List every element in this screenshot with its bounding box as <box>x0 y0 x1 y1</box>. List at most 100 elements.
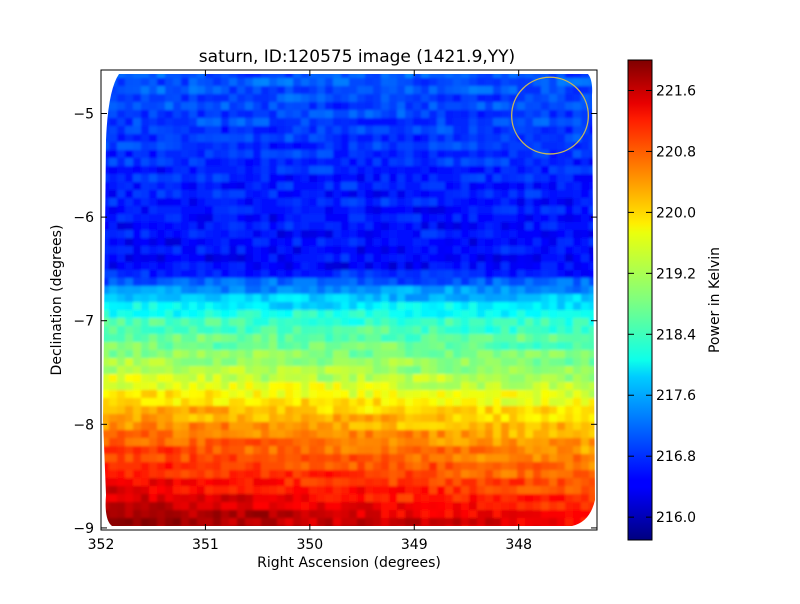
heatmap-cell <box>533 78 542 87</box>
heatmap-cell <box>349 206 358 215</box>
heatmap-cell <box>381 150 390 159</box>
heatmap-cell <box>277 374 286 383</box>
heatmap-cell <box>437 158 446 167</box>
heatmap-cell <box>437 518 446 526</box>
heatmap-cell <box>125 118 134 127</box>
heatmap-cell <box>285 78 294 87</box>
heatmap-cell <box>221 150 230 159</box>
heatmap-cell <box>277 262 286 271</box>
heatmap-cell <box>517 342 526 351</box>
heatmap-cell <box>341 334 350 343</box>
heatmap-cell <box>301 238 310 247</box>
heatmap-cell <box>237 102 246 111</box>
heatmap-cell <box>581 230 590 239</box>
heatmap-cell <box>437 182 446 191</box>
heatmap-cell <box>341 230 350 239</box>
heatmap-cell <box>149 118 158 127</box>
heatmap-cell <box>357 350 366 359</box>
heatmap-cell <box>103 326 110 335</box>
heatmap-cell <box>157 430 166 439</box>
heatmap-cell <box>237 214 246 223</box>
heatmap-cell <box>325 358 334 367</box>
heatmap-cell <box>509 214 518 223</box>
heatmap-cell <box>189 414 198 423</box>
heatmap-cell <box>413 74 422 79</box>
heatmap-cell <box>229 286 238 295</box>
heatmap-cell <box>525 270 534 279</box>
heatmap-cell <box>357 254 366 263</box>
heatmap-cell <box>333 390 342 399</box>
heatmap-cell <box>285 398 294 407</box>
heatmap-cell <box>133 262 142 271</box>
heatmap-cell <box>109 318 118 327</box>
heatmap-cell <box>269 518 278 526</box>
heatmap-cell <box>309 238 318 247</box>
heatmap-cell <box>437 110 446 119</box>
heatmap-cell <box>589 302 595 311</box>
heatmap-cell <box>485 78 494 87</box>
heatmap-cell <box>237 398 246 407</box>
x-tick-label: 350 <box>296 537 323 553</box>
heatmap-cell <box>125 334 134 343</box>
heatmap-cell <box>365 366 374 375</box>
heatmap-cell <box>397 254 406 263</box>
heatmap-cell <box>309 190 318 199</box>
heatmap-cell <box>573 246 582 255</box>
heatmap-cell <box>477 134 486 143</box>
heatmap-cell <box>117 158 126 167</box>
heatmap-cell <box>317 270 326 279</box>
heatmap-cell <box>317 358 326 367</box>
heatmap-cell <box>103 262 110 271</box>
heatmap-cell <box>501 310 510 319</box>
heatmap-cell <box>285 470 294 479</box>
heatmap-cell <box>493 134 502 143</box>
heatmap-cell <box>253 246 262 255</box>
heatmap-cell <box>125 502 134 511</box>
heatmap-cell <box>141 110 150 119</box>
heatmap-cell <box>485 326 494 335</box>
heatmap-cell <box>293 142 302 151</box>
heatmap-cell <box>213 454 222 463</box>
heatmap-cell <box>589 454 595 463</box>
heatmap-cell <box>549 134 558 143</box>
heatmap-cell <box>365 502 374 511</box>
heatmap-cell <box>277 478 286 487</box>
heatmap-cell <box>157 230 166 239</box>
heatmap-cell <box>213 174 222 183</box>
heatmap-cell <box>325 294 334 303</box>
heatmap-cell <box>453 294 462 303</box>
heatmap-cell <box>469 158 478 167</box>
heatmap-cell <box>173 478 182 487</box>
heatmap-cell <box>533 374 542 383</box>
heatmap-cell <box>141 318 150 327</box>
heatmap-cell <box>485 430 494 439</box>
heatmap-cell <box>413 118 422 127</box>
heatmap-cell <box>349 150 358 159</box>
heatmap-cell <box>325 142 334 151</box>
heatmap-cell <box>245 262 254 271</box>
heatmap-cell <box>573 206 582 215</box>
heatmap-cell <box>349 366 358 375</box>
heatmap-cell <box>117 310 126 319</box>
heatmap-cell <box>333 326 342 335</box>
heatmap-cell <box>509 374 518 383</box>
heatmap-cell <box>437 126 446 135</box>
heatmap-cell <box>157 254 166 263</box>
heatmap-cell <box>429 366 438 375</box>
heatmap-cell <box>413 310 422 319</box>
heatmap-cell <box>493 102 502 111</box>
heatmap-cell <box>277 310 286 319</box>
heatmap-cell <box>317 262 326 271</box>
heatmap-cell <box>461 302 470 311</box>
heatmap-cell <box>181 214 190 223</box>
heatmap-cell <box>589 350 595 359</box>
heatmap-cell <box>261 342 270 351</box>
heatmap-cell <box>421 358 430 367</box>
heatmap-cell <box>213 358 222 367</box>
heatmap-cell <box>197 342 206 351</box>
heatmap-cell <box>221 254 230 263</box>
heatmap-cell <box>221 294 230 303</box>
heatmap-cell <box>293 350 302 359</box>
heatmap-cell <box>197 326 206 335</box>
heatmap-cell <box>277 74 286 79</box>
